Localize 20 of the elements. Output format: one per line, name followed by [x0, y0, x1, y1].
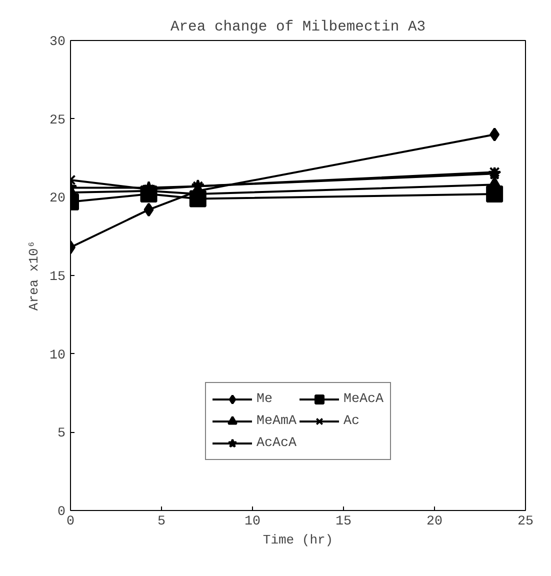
y-tick-label: 25	[50, 113, 66, 128]
legend-label: MeAcA	[344, 392, 384, 406]
legend-label: AcAcA	[256, 436, 296, 450]
y-tick-label: 5	[58, 426, 66, 442]
y-tick-label: 15	[50, 270, 66, 285]
chart-title: Area change of Milbemectin A3	[170, 20, 426, 36]
y-tick-label: 0	[58, 505, 66, 520]
x-tick-label: 10	[244, 514, 260, 530]
y-tick-label: 10	[50, 348, 66, 364]
legend-label: Me	[256, 392, 274, 406]
y-tick-label: 30	[50, 35, 66, 50]
y-axis-title: Area x10⁶	[26, 240, 42, 311]
x-tick-label: 15	[336, 514, 352, 530]
x-axis-title: Time (hr)	[262, 532, 334, 548]
legend-label: Ac	[344, 414, 360, 428]
y-tick-label: 20	[50, 192, 66, 207]
x-tick-label: 20	[426, 514, 442, 530]
x-tick-label: 25	[518, 514, 534, 530]
legend-label: MeAmA	[256, 414, 296, 428]
x-tick-label: 5	[158, 514, 166, 530]
